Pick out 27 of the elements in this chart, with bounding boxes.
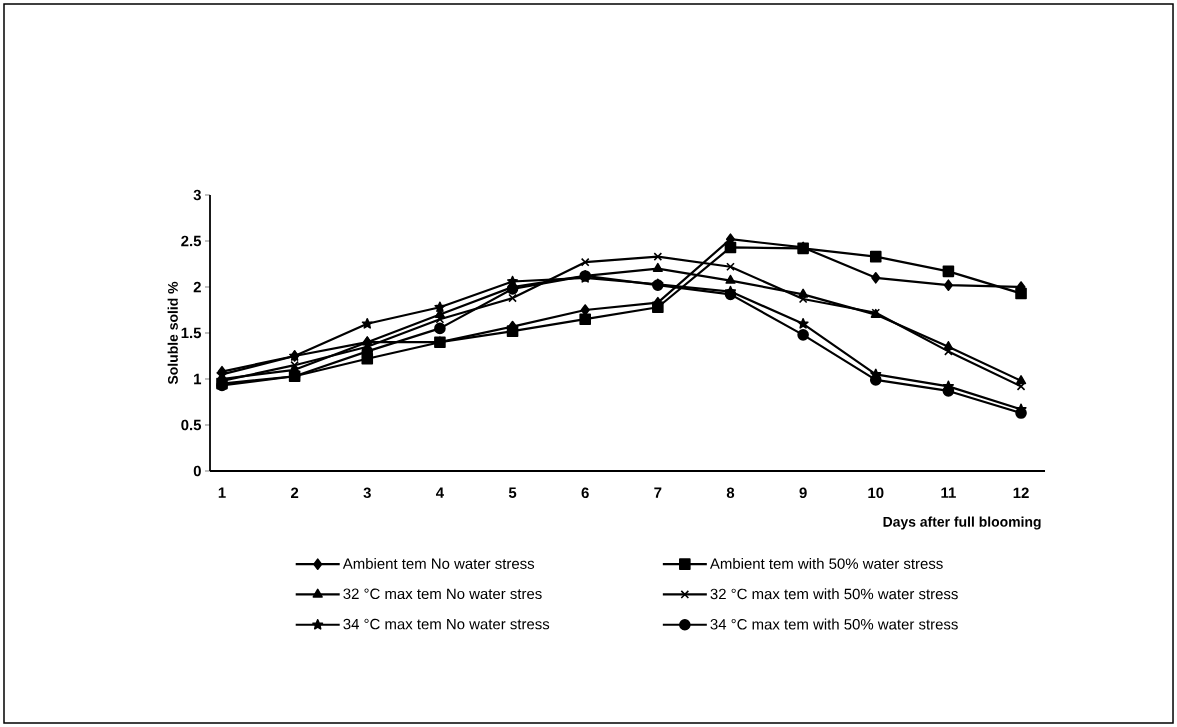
x-tick-label: 4 xyxy=(435,487,444,498)
y-tick-label: 1 xyxy=(194,373,202,385)
y-axis-title: Soluble solid % xyxy=(167,281,178,385)
legend-label: Ambient tem with 50% water stress xyxy=(709,557,943,569)
x-tick-label: 1 xyxy=(218,487,226,498)
y-tick-label: 2 xyxy=(193,281,201,293)
x-tick-label: 10 xyxy=(868,487,884,499)
x-tick-label: 11 xyxy=(941,487,956,498)
x-axis-title: Days after full blooming xyxy=(883,516,1041,530)
x-tick-label: 6 xyxy=(581,487,589,499)
y-tick-label: 3 xyxy=(193,189,201,201)
y-tick-label: 0 xyxy=(193,465,201,477)
x-tick-label: 12 xyxy=(1013,487,1029,498)
y-tick-label: 2.5 xyxy=(181,235,202,247)
x-tick-label: 8 xyxy=(726,487,735,499)
x-tick-label: 2 xyxy=(290,487,299,498)
x-tick-label: 7 xyxy=(654,487,662,498)
y-tick-label: 1.5 xyxy=(181,327,202,339)
x-tick-label: 5 xyxy=(508,487,517,498)
legend-label: 32 °C max tem No water stres xyxy=(343,588,542,600)
x-tick-label: 9 xyxy=(799,487,807,499)
legend-label: Ambient tem No water stress xyxy=(342,557,535,569)
y-tick-label: 0.5 xyxy=(181,419,202,431)
legend-label: 34 °C max tem with 50% water stress xyxy=(710,618,958,630)
x-tick-label: 3 xyxy=(363,487,371,499)
legend-label: 34 °C max tem No water stress xyxy=(343,618,550,630)
legend-label: 32 °C max tem with 50% water stress xyxy=(710,588,958,600)
